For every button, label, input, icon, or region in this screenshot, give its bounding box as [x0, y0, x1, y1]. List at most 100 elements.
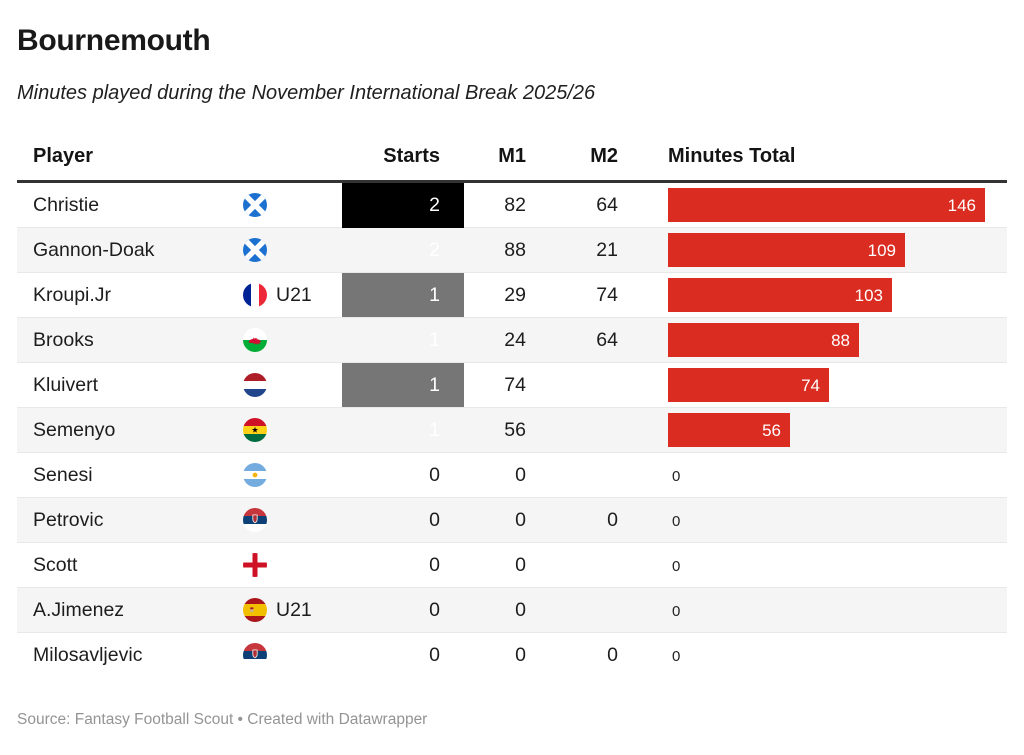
m2-cell — [534, 542, 626, 588]
minutes-total-cell: 56 — [626, 407, 1007, 453]
spain-flag-icon — [243, 598, 267, 622]
table-row: Scott 0 0 0 — [17, 542, 1007, 588]
nationality-cell — [243, 407, 342, 453]
header-row: Player Starts M1 M2 Minutes Total — [17, 133, 1007, 183]
minutes-zero-label: 0 — [672, 467, 681, 485]
table-row: Gannon-Doak 2 88 21 109 — [17, 227, 1007, 273]
table-row: Christie 2 82 64 146 — [17, 181, 1007, 228]
m1-cell: 0 — [464, 542, 534, 588]
minutes-bar-label: 56 — [762, 420, 781, 440]
nationality-cell — [243, 452, 342, 498]
starts-cell: 1 — [342, 272, 464, 318]
column-header-m1: M1 — [464, 133, 534, 183]
m2-cell: 0 — [534, 632, 626, 677]
m2-cell: 0 — [534, 497, 626, 543]
player-name: Senesi — [17, 452, 243, 498]
nationality-cell — [243, 227, 342, 273]
minutes-bar-track: 0 — [668, 599, 985, 622]
minutes-bar-track: 109 — [668, 233, 985, 267]
minutes-total-cell: 0 — [626, 632, 1007, 677]
minutes-total-cell: 103 — [626, 272, 1007, 318]
player-name: Kroupi.Jr — [17, 272, 243, 318]
source-note: Source: Fantasy Football Scout • Created… — [17, 711, 428, 728]
minutes-bar-track: 88 — [668, 323, 985, 357]
wales-flag-icon — [243, 328, 267, 352]
minutes-bar: 88 — [668, 323, 859, 357]
minutes-zero-label: 0 — [672, 647, 681, 665]
player-name: Milosavljevic — [17, 632, 243, 677]
chart-title: Bournemouth — [17, 24, 211, 57]
minutes-bar: 56 — [668, 413, 790, 447]
m1-cell: 82 — [464, 181, 534, 228]
starts-cell: 0 — [342, 542, 464, 588]
minutes-table: Player Starts M1 M2 Minutes Total Christ… — [17, 133, 1007, 677]
minutes-bar: 103 — [668, 278, 892, 312]
player-name: Kluivert — [17, 362, 243, 408]
minutes-total-cell: 88 — [626, 317, 1007, 363]
minutes-bar-label: 103 — [854, 285, 883, 305]
player-name: A.Jimenez — [17, 587, 243, 633]
minutes-bar-label: 88 — [831, 330, 850, 350]
minutes-zero-label: 0 — [672, 557, 681, 575]
minutes-bar-track: 0 — [668, 509, 985, 532]
m1-cell: 56 — [464, 407, 534, 453]
nationality-cell: U21 — [243, 272, 342, 318]
starts-cell: 2 — [342, 227, 464, 273]
m2-cell: 74 — [534, 272, 626, 318]
m1-cell: 74 — [464, 362, 534, 408]
starts-cell: 0 — [342, 587, 464, 633]
m2-cell: 64 — [534, 317, 626, 363]
minutes-total-cell: 0 — [626, 587, 1007, 633]
france-flag-icon — [243, 283, 267, 307]
player-name: Gannon-Doak — [17, 227, 243, 273]
starts-cell: 0 — [342, 632, 464, 677]
starts-cell: 0 — [342, 452, 464, 498]
m1-cell: 0 — [464, 632, 534, 677]
nationality-cell — [243, 632, 342, 677]
starts-cell: 1 — [342, 317, 464, 363]
england-flag-icon — [243, 553, 267, 577]
datawrapper-chart: Bournemouth Minutes played during the No… — [17, 24, 1007, 728]
column-header-player: Player — [17, 133, 342, 183]
table-row: Kluivert 1 74 74 — [17, 362, 1007, 408]
argentina-flag-icon — [243, 463, 267, 487]
nationality-cell: U21 — [243, 587, 342, 633]
table-row: Semenyo 1 56 56 — [17, 407, 1007, 453]
table-row: Senesi 0 0 0 — [17, 452, 1007, 498]
table-row: Petrovic 0 0 0 0 — [17, 497, 1007, 543]
m2-cell — [534, 407, 626, 453]
m2-cell — [534, 362, 626, 408]
minutes-bar-track: 56 — [668, 413, 985, 447]
player-name: Scott — [17, 542, 243, 588]
m1-cell: 0 — [464, 497, 534, 543]
minutes-total-cell: 0 — [626, 542, 1007, 588]
column-header-m2: M2 — [534, 133, 626, 183]
table-row: Kroupi.Jr U21 1 29 74 103 — [17, 272, 1007, 318]
minutes-bar: 109 — [668, 233, 905, 267]
serbia-flag-icon — [243, 508, 267, 532]
m1-cell: 24 — [464, 317, 534, 363]
minutes-bar: 146 — [668, 188, 985, 222]
scotland-flag-icon — [243, 238, 267, 262]
starts-cell: 1 — [342, 407, 464, 453]
minutes-total-cell: 0 — [626, 452, 1007, 498]
nationality-cell — [243, 181, 342, 228]
table-row: Brooks 1 24 64 88 — [17, 317, 1007, 363]
player-name: Christie — [17, 181, 243, 228]
m1-cell: 29 — [464, 272, 534, 318]
minutes-bar-label: 109 — [867, 240, 896, 260]
chart-subtitle: Minutes played during the November Inter… — [17, 82, 596, 104]
minutes-total-cell: 74 — [626, 362, 1007, 408]
nationality-cell — [243, 362, 342, 408]
minutes-total-cell: 146 — [626, 181, 1007, 228]
minutes-bar-track: 0 — [668, 464, 985, 487]
starts-cell: 2 — [342, 181, 464, 228]
starts-cell: 0 — [342, 497, 464, 543]
minutes-bar-track: 103 — [668, 278, 985, 312]
minutes-zero-label: 0 — [672, 512, 681, 530]
u21-badge: U21 — [276, 283, 312, 306]
u21-badge: U21 — [276, 598, 312, 621]
nationality-cell — [243, 542, 342, 588]
table-row: Milosavljevic 0 0 0 0 — [17, 632, 1007, 677]
minutes-bar-track: 74 — [668, 368, 985, 402]
